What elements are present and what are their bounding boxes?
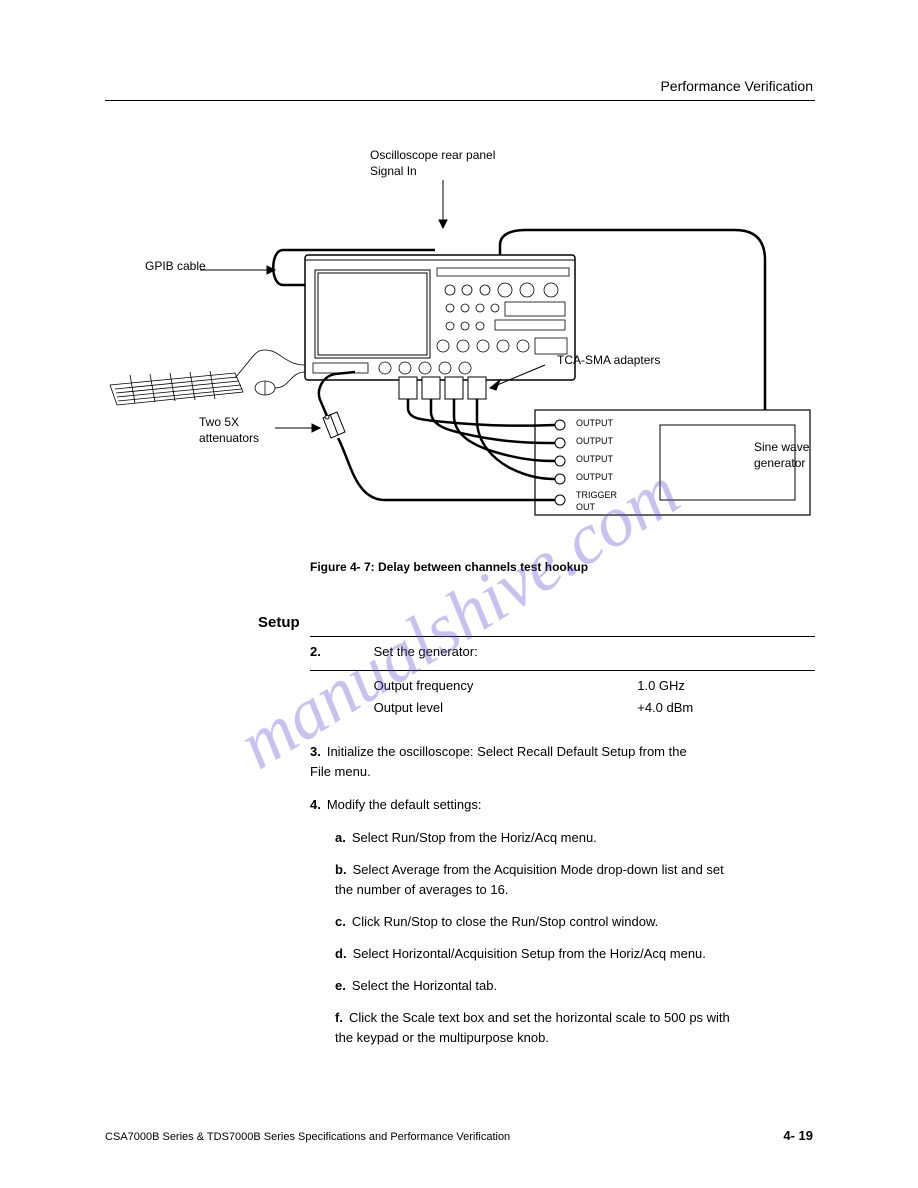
- step-2-num: 2.: [310, 644, 370, 659]
- label-generator: Sine wave generator: [754, 440, 809, 471]
- step-4e: e. Select the Horizontal tab.: [335, 976, 815, 996]
- header-rule: [105, 100, 815, 101]
- step-4-num: 4.: [310, 797, 321, 812]
- step-3-num: 3.: [310, 744, 321, 759]
- step-4d: d. Select Horizontal/Acquisition Setup fr…: [335, 944, 815, 964]
- step-4f: f.Click the Scale text box and set the h…: [335, 1008, 815, 1047]
- table-row-0: Output frequency 1.0 GHz: [310, 678, 685, 693]
- s4d-text: Select Horizontal/Acquisition Setup from…: [353, 946, 706, 961]
- step-4a: a. Select Run/Stop from the Horiz/Acq men…: [335, 828, 815, 848]
- step-4: 4. Modify the default settings:: [310, 795, 810, 815]
- step-4-lead: Modify the default settings:: [327, 797, 482, 812]
- table-rule-top: [310, 636, 815, 637]
- table-row-1: Output level +4.0 dBm: [310, 700, 693, 715]
- gen-port-0: OUTPUT: [576, 418, 613, 430]
- step-3: 3.Initialize the oscilloscope: Select Re…: [310, 742, 810, 781]
- s4d-letter: d.: [335, 946, 347, 961]
- tr1-c3: +4.0 dBm: [637, 700, 693, 715]
- hookup-diagram: [105, 150, 815, 550]
- step-3-text: Initialize the oscilloscope: Select Reca…: [310, 744, 687, 779]
- s4a-text: Select Run/Stop from the Horiz/Acq menu.: [352, 830, 597, 845]
- step-4c: c. Click Run/Stop to close the Run/Stop c…: [335, 912, 815, 932]
- gen-port-2: OUTPUT: [576, 454, 613, 466]
- step-4b: b.Select Average from the Acquisition Mo…: [335, 860, 815, 899]
- s4a-letter: a.: [335, 830, 346, 845]
- gen-port-1: OUTPUT: [576, 436, 613, 448]
- callout-gpib: GPIB cable: [145, 259, 206, 275]
- s4e-text: Select the Horizontal tab.: [352, 978, 497, 993]
- tr0-c2: Output frequency: [374, 678, 634, 693]
- callout-rear: Oscilloscope rear panel Signal In: [370, 148, 495, 179]
- section-setup: Setup: [258, 614, 300, 631]
- table-header: 2. Set the generator:: [310, 644, 634, 659]
- table-rule-mid: [310, 670, 815, 671]
- footer-right: 4- 19: [783, 1128, 813, 1143]
- gen-port-3: OUTPUT: [576, 472, 613, 484]
- callout-atten: Two 5X attenuators: [199, 415, 259, 446]
- gen-port-4: TRIGGER OUT: [576, 490, 617, 513]
- s4b-letter: b.: [335, 862, 347, 877]
- figure-caption: Figure 4- 7: Delay between channels test…: [310, 560, 588, 574]
- s4b-text: Select Average from the Acquisition Mode…: [335, 862, 724, 897]
- footer-left: CSA7000B Series & TDS7000B Series Specif…: [105, 1131, 510, 1143]
- callout-tca: TCA-SMA adapters: [557, 353, 660, 369]
- s4f-letter: f.: [335, 1010, 343, 1025]
- tr0-c3: 1.0 GHz: [637, 678, 685, 693]
- s4f-text: Click the Scale text box and set the hor…: [335, 1010, 730, 1045]
- step-2-title: Set the generator:: [374, 644, 634, 659]
- s4e-letter: e.: [335, 978, 346, 993]
- tr1-c2: Output level: [374, 700, 634, 715]
- header-right: Performance Verification: [660, 78, 813, 94]
- s4c-text: Click Run/Stop to close the Run/Stop con…: [352, 914, 658, 929]
- s4c-letter: c.: [335, 914, 346, 929]
